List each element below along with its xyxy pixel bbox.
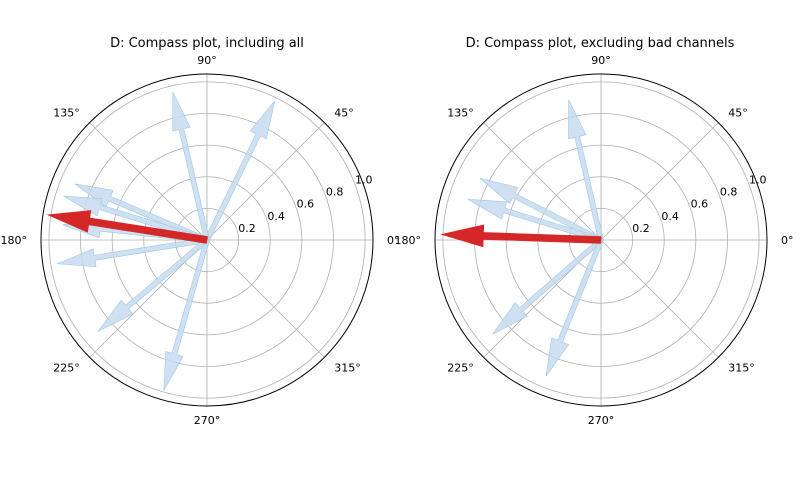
- r-tick-label: 0.6: [297, 198, 315, 211]
- theta-tick-label: 90°: [591, 54, 611, 67]
- theta-tick-labels: 0° 45° 90° 135° 180° 225° 270° 315°: [1, 54, 400, 427]
- compass-plot-including-all: D: Compass plot, including all 0° 45° 90° 1…: [1, 36, 400, 427]
- theta-tick-label: 270°: [588, 414, 615, 427]
- polar-grid: [434, 73, 768, 407]
- theta-tick-label: 180°: [395, 234, 422, 247]
- channel-vector-arrow: [568, 99, 604, 241]
- mean-vector-arrow: [46, 210, 208, 244]
- channel-vector-arrow: [56, 237, 208, 268]
- grid-spoke: [89, 122, 208, 241]
- channel-vector-arrow: [172, 91, 210, 241]
- theta-tick-label: 225°: [447, 361, 474, 374]
- theta-tick-label: 0°: [781, 234, 794, 247]
- r-tick-label: 1.0: [749, 174, 767, 187]
- compass-plot-excluding-bad-channels: D: Compass plot, excluding bad channels …: [395, 36, 794, 427]
- polar-grid: [40, 73, 374, 407]
- r-tick-label: 0.8: [326, 186, 344, 199]
- polar-frame: [434, 73, 768, 407]
- theta-tick-label: 225°: [53, 361, 80, 374]
- channel-vector-arrow: [204, 100, 276, 242]
- theta-tick-label: 135°: [53, 107, 80, 120]
- theta-tick-label: 270°: [194, 414, 221, 427]
- grid-spoke: [206, 239, 325, 358]
- grid-spoke: [206, 122, 325, 241]
- vector-arrows: [440, 99, 604, 377]
- vector-arrows: [46, 91, 276, 391]
- grid-spoke: [483, 122, 602, 241]
- plot-title: D: Compass plot, excluding bad channels: [466, 36, 735, 51]
- r-tick-labels: 0.2 0.4 0.6 0.8 1.0: [238, 174, 372, 235]
- theta-tick-label: 315°: [728, 361, 755, 374]
- channel-vector-arrow: [492, 237, 604, 335]
- r-tick-label: 0.2: [238, 222, 256, 235]
- channel-vector-arrow: [97, 237, 210, 332]
- r-tick-label: 0.4: [661, 210, 679, 223]
- theta-tick-label: 135°: [447, 107, 474, 120]
- r-tick-label: 1.0: [355, 174, 373, 187]
- grid-spoke: [600, 122, 719, 241]
- theta-tick-label: 180°: [1, 234, 28, 247]
- mean-vector-arrow: [440, 224, 602, 248]
- r-tick-label: 0.6: [691, 198, 709, 211]
- theta-tick-label: 315°: [334, 361, 361, 374]
- theta-tick-label: 45°: [728, 107, 748, 120]
- polar-frame: [40, 73, 374, 407]
- r-tick-label: 0.8: [720, 186, 738, 199]
- theta-tick-label: 90°: [197, 54, 217, 67]
- r-tick-labels: 0.2 0.4 0.6 0.8 1.0: [632, 174, 766, 235]
- plot-title: D: Compass plot, including all: [110, 36, 304, 51]
- theta-tick-label: 45°: [334, 107, 354, 120]
- r-tick-label: 0.2: [632, 222, 650, 235]
- channel-vector-arrow: [545, 238, 604, 377]
- grid-spoke: [600, 239, 719, 358]
- channel-vector-arrow: [163, 238, 210, 391]
- theta-tick-label: 0°: [387, 234, 400, 247]
- theta-tick-labels: 0° 45° 90° 135° 180° 225° 270° 315°: [395, 54, 794, 427]
- r-tick-label: 0.4: [267, 210, 285, 223]
